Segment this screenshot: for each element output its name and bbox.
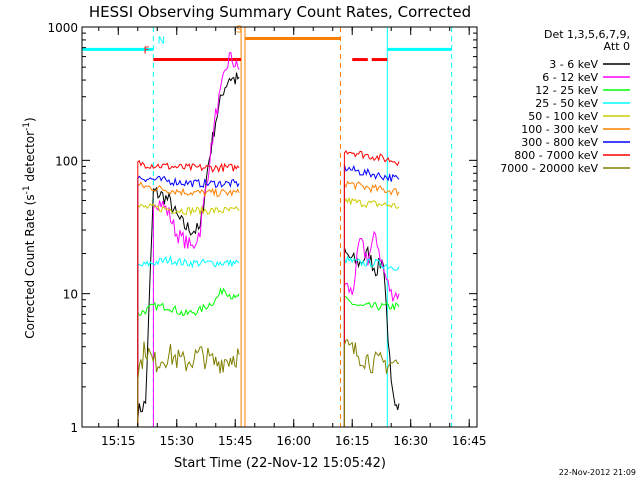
- series-line: [343, 164, 400, 427]
- flag-label-s: S: [236, 24, 242, 35]
- series-line: [343, 149, 400, 427]
- series-line: [152, 51, 240, 427]
- x-tick-label: 16:00: [276, 434, 311, 448]
- x-tick-label: 15:15: [101, 434, 136, 448]
- series-line: [343, 255, 400, 427]
- series-line: [137, 181, 240, 427]
- legend-title-line1: Det 1,3,5,6,7,9,: [544, 28, 630, 41]
- plot-frame: [81, 26, 478, 428]
- legend-label: 7000 - 20000 keV: [500, 162, 598, 175]
- series-line: [137, 203, 240, 427]
- legend-label: 300 - 800 keV: [521, 136, 598, 149]
- series-line: [137, 286, 240, 427]
- series-line: [137, 341, 240, 427]
- flag-label-f: F: [144, 46, 150, 57]
- y-axis-label: Corrected Count Rate (s-1 detector-1): [22, 117, 37, 338]
- series-line: [137, 160, 240, 427]
- series-line: [343, 245, 400, 427]
- legend-label: 25 - 50 keV: [535, 97, 598, 110]
- y-axis-label-part1: Corrected Count Rate (s: [23, 194, 37, 338]
- series-line: [343, 180, 400, 427]
- y-axis-label-mid: detector: [23, 131, 37, 186]
- series-line: [343, 296, 400, 427]
- legend-label: 50 - 100 keV: [528, 110, 598, 123]
- y-tick-label: 1000: [47, 21, 78, 35]
- series-line: [137, 175, 240, 427]
- series-line: [343, 196, 400, 427]
- y-tick-label: 1: [70, 421, 78, 435]
- x-tick-label: 16:30: [393, 434, 428, 448]
- x-axis-label: Start Time (22-Nov-12 15:05:42): [174, 456, 386, 471]
- series-line: [343, 230, 400, 427]
- series-line: [343, 339, 400, 427]
- series-line: [137, 72, 240, 427]
- flag-label-n: N: [158, 35, 165, 46]
- footer-date: 22-Nov-2012 21:09: [559, 468, 636, 477]
- x-tick-label: 16:15: [335, 434, 370, 448]
- legend-label: 3 - 6 keV: [549, 58, 598, 71]
- legend-label: 100 - 300 keV: [521, 123, 598, 136]
- legend-label: 800 - 7000 keV: [514, 149, 598, 162]
- y-axis-label-sup1: -1: [22, 185, 32, 194]
- legend-title-line2: Att 0: [604, 40, 630, 53]
- legend-label: 12 - 25 keV: [535, 84, 598, 97]
- y-axis-label-sup2: -1: [22, 122, 32, 131]
- series-line: [137, 254, 240, 427]
- y-tick-label: 100: [55, 154, 78, 168]
- axis-layer: 15:15 15:30 15:45 16:00 16:15 16:30 16:45 1 10 10…: [47, 21, 486, 448]
- legend-label: 6 - 12 keV: [542, 71, 598, 84]
- y-axis-label-end: ): [23, 117, 37, 122]
- x-tick-label: 15:45: [218, 434, 253, 448]
- y-tick-label: 10: [63, 288, 78, 302]
- chart-title: HESSI Observing Summary Count Rates, Cor…: [89, 3, 471, 21]
- x-tick-label: 15:30: [159, 434, 194, 448]
- x-tick-label: 16:45: [452, 434, 487, 448]
